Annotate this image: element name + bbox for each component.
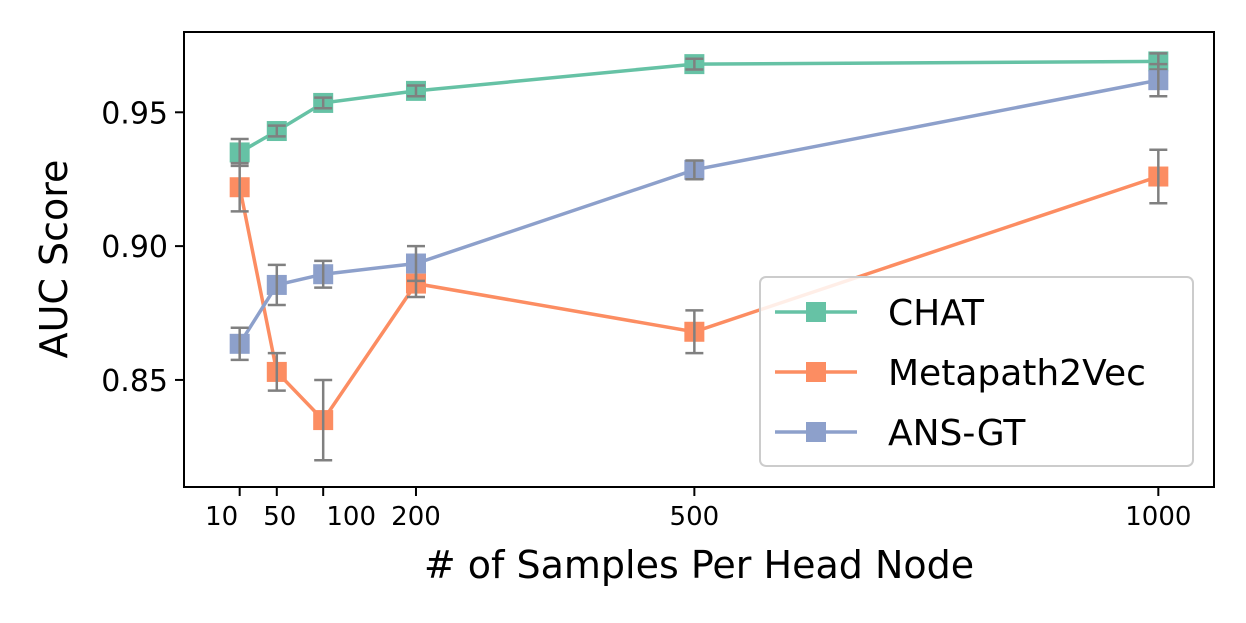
error-bar: [1149, 148, 1168, 205]
x-tick-label: 500: [670, 502, 720, 532]
error-bar: [230, 161, 249, 213]
error-bar: [267, 351, 286, 392]
legend-marker: [806, 362, 826, 382]
x-tick-label: 1000: [1125, 502, 1191, 532]
x-tick-label: 100: [326, 502, 376, 532]
legend-label: ANS-GT: [888, 413, 1026, 454]
legend-item: ANS-GT: [775, 413, 1026, 454]
error-bar: [267, 124, 286, 138]
y-tick-label: 0.90: [101, 230, 168, 265]
legend-box: [759, 276, 1194, 467]
y-tick-label: 0.95: [101, 96, 168, 131]
y-axis-label: AUC Score: [32, 160, 76, 359]
x-axis-ticks: 10 50 100 200 500 1000: [205, 487, 1191, 532]
legend-item: Metapath2Vec: [775, 353, 1146, 394]
y-axis-ticks: 0.85 0.90 0.95: [101, 96, 184, 399]
error-bar: [406, 84, 425, 98]
x-tick-label: 10: [205, 502, 238, 532]
legend-label: CHAT: [888, 293, 985, 334]
legend-marker: [806, 302, 826, 322]
plot-frame: [183, 31, 1215, 488]
series-chat: [229, 51, 1169, 168]
error-bar: [685, 57, 704, 71]
x-tick-label: 200: [391, 502, 441, 532]
x-axis-label: # of Samples Per Head Node: [424, 543, 974, 587]
error-bar: [406, 244, 425, 283]
axes-frame: [183, 31, 1215, 488]
error-bar: [685, 159, 704, 181]
error-bar: [314, 96, 333, 110]
legend-marker: [806, 422, 826, 442]
error-bar: [1149, 62, 1168, 98]
legend: CHAT Metapath2Vec ANS-GT: [759, 276, 1194, 467]
series-ans-gt: [229, 62, 1169, 362]
error-bar: [267, 263, 286, 307]
y-tick-label: 0.85: [101, 364, 168, 399]
legend-label: Metapath2Vec: [888, 353, 1146, 394]
error-bar: [314, 259, 333, 289]
error-bar: [314, 378, 333, 462]
error-bar: [685, 309, 704, 355]
error-bar: [230, 326, 249, 362]
legend-item: CHAT: [775, 293, 985, 334]
x-tick-label: 50: [263, 502, 296, 532]
